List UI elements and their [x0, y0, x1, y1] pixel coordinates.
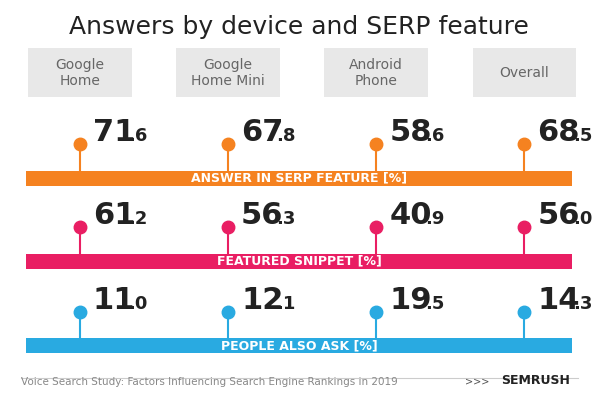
- Text: .6: .6: [425, 128, 444, 146]
- Text: Google
Home Mini: Google Home Mini: [191, 58, 265, 88]
- Text: Voice Search Study: Factors Influencing Search Engine Rankings in 2019: Voice Search Study: Factors Influencing …: [20, 377, 397, 387]
- Text: FEATURED SNIPPET [%]: FEATURED SNIPPET [%]: [217, 255, 382, 268]
- Text: .8: .8: [277, 128, 296, 146]
- FancyBboxPatch shape: [26, 171, 572, 186]
- Text: Answers by device and SERP feature: Answers by device and SERP feature: [69, 15, 529, 39]
- Text: PEOPLE ALSO ASK [%]: PEOPLE ALSO ASK [%]: [221, 340, 377, 352]
- Text: .3: .3: [573, 295, 592, 313]
- Text: .2: .2: [128, 210, 148, 228]
- Text: Android
Phone: Android Phone: [349, 58, 403, 88]
- Text: 19: 19: [389, 286, 432, 315]
- Text: .1: .1: [277, 295, 296, 313]
- Text: .9: .9: [425, 210, 444, 228]
- Text: 14: 14: [538, 286, 580, 315]
- Text: 61: 61: [93, 201, 136, 230]
- Text: ANSWER IN SERP FEATURE [%]: ANSWER IN SERP FEATURE [%]: [191, 172, 407, 185]
- Text: 67: 67: [241, 118, 283, 148]
- FancyBboxPatch shape: [28, 48, 131, 98]
- Text: .5: .5: [573, 128, 592, 146]
- FancyBboxPatch shape: [473, 48, 576, 98]
- FancyBboxPatch shape: [325, 48, 428, 98]
- Text: Google
Home: Google Home: [55, 58, 104, 88]
- Text: 58: 58: [389, 118, 432, 148]
- Text: 40: 40: [389, 201, 432, 230]
- FancyBboxPatch shape: [176, 48, 280, 98]
- Text: 68: 68: [538, 118, 580, 148]
- FancyBboxPatch shape: [26, 254, 572, 269]
- Text: .5: .5: [425, 295, 444, 313]
- Text: SEMRUSH: SEMRUSH: [500, 374, 569, 387]
- Text: 11: 11: [93, 286, 136, 315]
- Text: .3: .3: [277, 210, 296, 228]
- Text: .0: .0: [573, 210, 592, 228]
- FancyBboxPatch shape: [26, 338, 572, 354]
- Text: Overall: Overall: [500, 66, 549, 80]
- Text: .6: .6: [128, 128, 148, 146]
- Text: 12: 12: [241, 286, 283, 315]
- Text: 56: 56: [241, 201, 284, 230]
- Text: 56: 56: [538, 201, 580, 230]
- Text: >>>: >>>: [465, 376, 490, 386]
- Text: 71: 71: [93, 118, 135, 148]
- Text: .0: .0: [128, 295, 148, 313]
